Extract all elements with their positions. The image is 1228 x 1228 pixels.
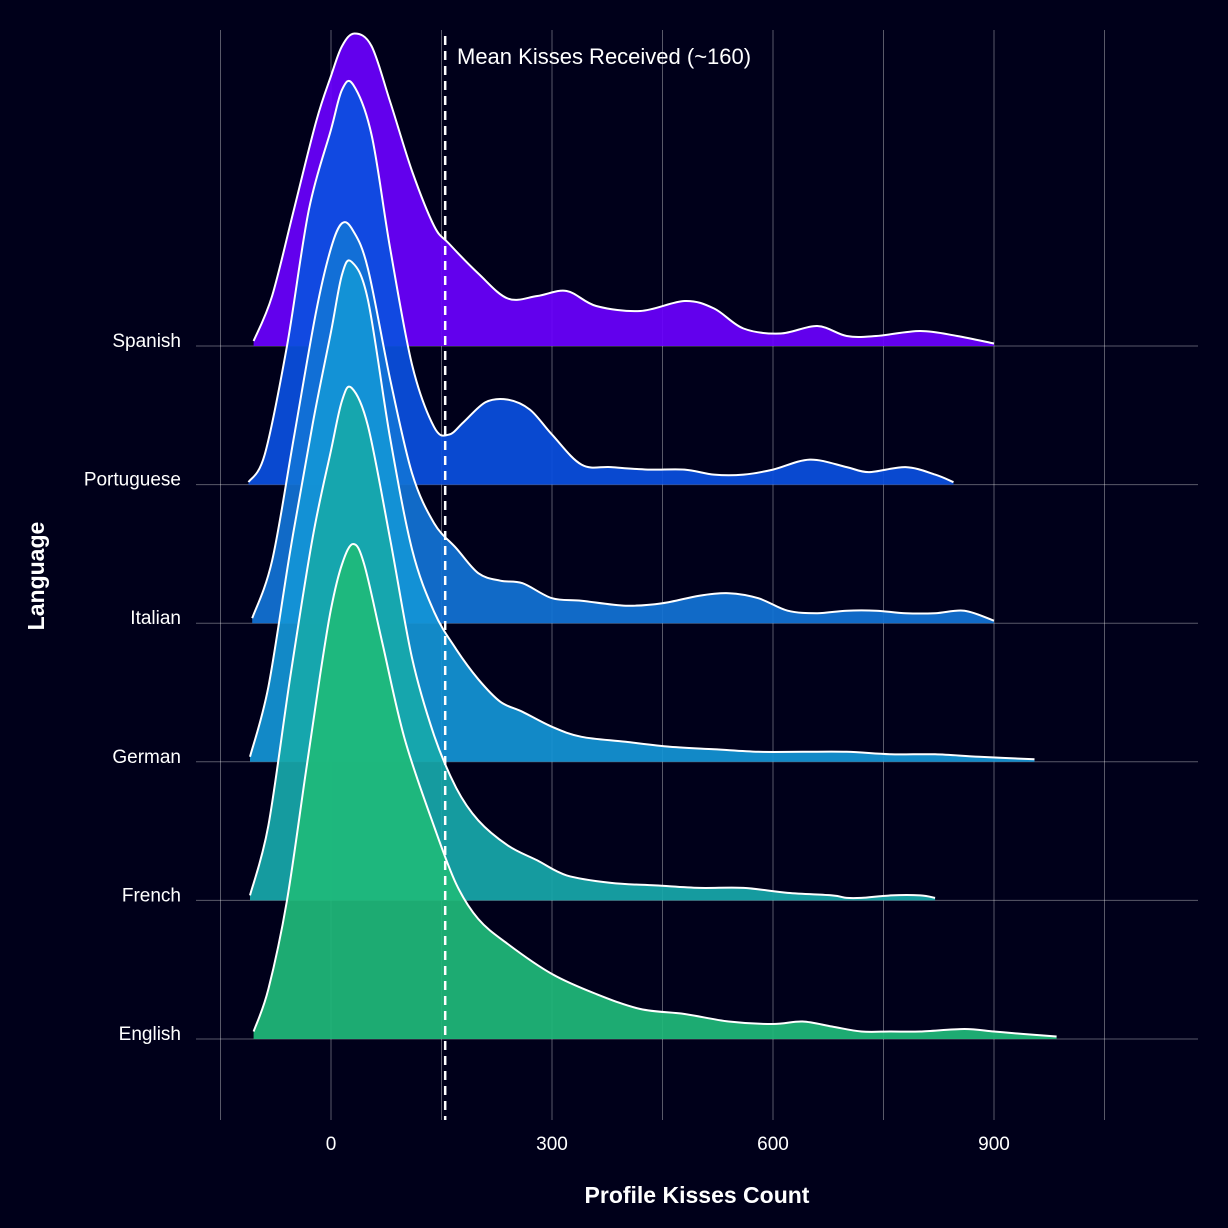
y-tick-label-french: French (122, 885, 181, 906)
y-tick-labels: Spanish Portuguese Italian German French Engl… (84, 331, 181, 1045)
x-tick-label-600: 600 (757, 1134, 789, 1155)
x-axis-title: Profile Kisses Count (585, 1182, 810, 1208)
ridge-outline-portuguese (247, 79, 954, 484)
density-ridges (247, 32, 1057, 1039)
mean-line-label: Mean Kisses Received (~160) (457, 44, 751, 69)
y-axis-title: Language (23, 522, 49, 631)
ridge-fill-spanish (253, 33, 995, 346)
x-tick-label-0: 0 (326, 1134, 337, 1155)
y-tick-label-italian: Italian (130, 608, 181, 629)
x-tick-label-300: 300 (536, 1134, 568, 1155)
y-tick-label-english: English (119, 1024, 181, 1045)
ridge-outline-french (249, 385, 936, 900)
ridge-spanish (252, 32, 995, 346)
ridge-english (252, 542, 1057, 1039)
x-tick-label-900: 900 (978, 1134, 1010, 1155)
ridge-fill-english (253, 544, 1057, 1039)
ridge-french (249, 385, 936, 901)
ridge-outline-german (249, 259, 1035, 761)
ridge-fill-french (250, 386, 936, 901)
y-tick-label-spanish: Spanish (112, 331, 181, 352)
y-tick-label-german: German (112, 747, 181, 768)
y-tick-label-portuguese: Portuguese (84, 470, 181, 491)
ridge-outline-italian (251, 221, 995, 622)
ridge-outline-spanish (252, 32, 995, 345)
x-tick-labels: 0 300 600 900 (326, 1134, 1010, 1155)
ridge-outline-english (252, 542, 1057, 1038)
